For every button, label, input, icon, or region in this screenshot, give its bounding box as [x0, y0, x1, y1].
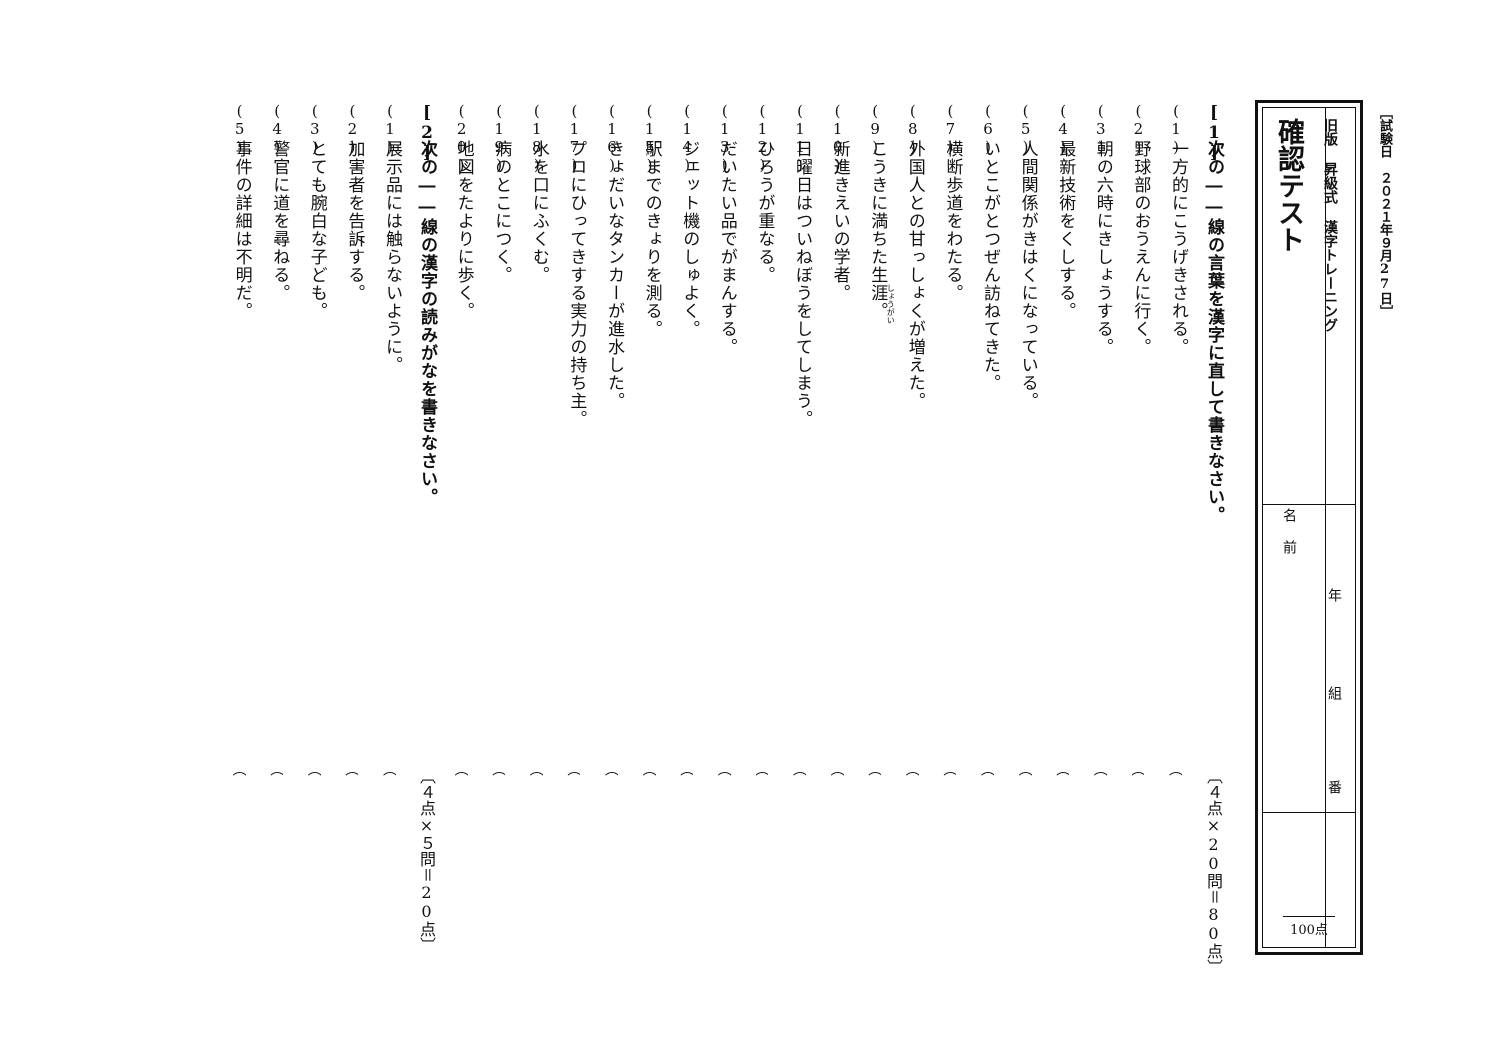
answer-blank[interactable]: （ ） [679, 762, 694, 944]
exam-date: ［試験日 ２０２１年９月27日］ [1377, 106, 1392, 318]
answer-blank[interactable]: （ ） [754, 762, 769, 944]
series-title: 旧版 昇級式 漢字トレーニング [1322, 118, 1338, 332]
question-text: 外国人との甘っしょくが増えた。 [904, 140, 925, 410]
question-number: (5) [1016, 102, 1035, 156]
section1-mark: [1] [1204, 103, 1224, 163]
section1-points: 〔４点×20問＝80点〕 [1204, 768, 1223, 975]
name-label-2: 前 [1281, 540, 1297, 554]
answer-blank[interactable]: （ ） [792, 762, 806, 944]
answer-blank[interactable]: （ ） [382, 762, 396, 944]
question-text: 日曜日はついねぼうをしてしまう。 [792, 140, 812, 428]
answer-blank[interactable]: （ ） [1168, 762, 1182, 944]
answer-blank[interactable]: （ ） [641, 762, 656, 944]
question-text: ひろうが重なる。 [754, 140, 775, 284]
answer-blank[interactable]: （ ） [344, 762, 359, 944]
question-number: (10) [828, 102, 847, 174]
question-text: 警官に道を尋ねる。 [269, 140, 290, 302]
section2-points: 〔４点×５問＝20点〕 [417, 768, 436, 953]
question-text: 地図をたよりに歩く。 [453, 140, 474, 320]
question-number: (12) [753, 102, 772, 174]
question-number: (11) [791, 102, 809, 174]
question-number: (13) [715, 102, 734, 174]
question-text: こうきに満ちた生涯。 [867, 140, 888, 320]
question-number: (1) [381, 102, 399, 156]
question-number: (3) [305, 102, 324, 156]
name-label: 名 [1281, 508, 1297, 522]
question-text: 駅までのきょりを測る。 [641, 140, 662, 338]
year-label: 年 [1326, 588, 1342, 602]
answer-blank[interactable]: （ ） [716, 762, 731, 944]
question-text: 事件の詳細は不明だ。 [231, 140, 252, 320]
question-number: (8) [903, 102, 922, 156]
question-text: ジェット機のしゅよく。 [679, 140, 700, 338]
question-number: (14) [678, 102, 697, 174]
question-text: 病のとこにつく。 [491, 140, 512, 284]
question-text: だいたい品でがまんする。 [716, 140, 737, 356]
question-number: (2) [343, 102, 362, 156]
question-text: 横断歩道をわたる。 [942, 140, 963, 302]
answer-blank[interactable]: （ ） [1017, 762, 1032, 944]
question-number: (15) [640, 102, 659, 174]
question-text: 展示品には触らないように。 [382, 140, 402, 374]
question-text: 新進きえいの学者。 [829, 140, 850, 302]
question-text: きょだいなタンカーが進水した。 [604, 140, 624, 410]
header-frame [1255, 100, 1363, 955]
question-text: とても腕白な子ども。 [306, 140, 327, 320]
question-number: (17) [565, 102, 584, 174]
question-text: 一方的にこうげきされる。 [1168, 140, 1188, 356]
answer-blank[interactable]: （ ） [453, 762, 468, 944]
question-text: 朝の六時にきしょうする。 [1092, 140, 1113, 356]
question-text: 野球部のおうえんに行く。 [1130, 140, 1151, 356]
answer-blank[interactable]: （ ） [306, 762, 321, 944]
section2-instruction: 次の――線の漢字の読みがなを書きなさい。 [417, 140, 437, 506]
section1-instruction: 次の――線の言葉を漢字に直して書きなさい。 [1204, 140, 1224, 524]
question-number: (18) [527, 102, 546, 174]
question-text: 最新技術をくしする。 [1055, 140, 1076, 320]
answer-blank[interactable]: （ ） [829, 762, 844, 944]
page-title: 確認テスト [1273, 118, 1304, 253]
number-label: 番 [1326, 780, 1342, 794]
answer-blank[interactable]: （ ） [269, 762, 284, 944]
question-number: (4) [1054, 102, 1073, 156]
question-text: プロにひってきする実力の持ち主。 [566, 140, 587, 428]
answer-blank[interactable]: （ ） [231, 762, 246, 944]
answer-blank[interactable]: （ ） [604, 762, 618, 944]
question-number: (16) [603, 102, 621, 174]
ruby-annotation: しょうがい [886, 284, 896, 324]
question-text: いとこがとつぜん訪ねてきた。 [980, 140, 1000, 392]
question-number: (6) [979, 102, 997, 156]
question-number: (7) [941, 102, 960, 156]
answer-blank[interactable]: （ ） [528, 762, 543, 944]
answer-blank[interactable]: （ ） [867, 762, 882, 944]
answer-blank[interactable]: （ ） [1130, 762, 1145, 944]
question-text: 加害者を告訴する。 [344, 140, 365, 302]
question-number: (5) [230, 102, 249, 156]
answer-blank[interactable]: （ ） [904, 762, 919, 944]
answer-blank[interactable]: （ ） [566, 762, 581, 944]
question-number: (4) [268, 102, 287, 156]
answer-blank[interactable]: （ ） [980, 762, 994, 944]
question-text: 水を口にふくむ。 [528, 140, 549, 284]
answer-blank[interactable]: （ ） [1055, 762, 1070, 944]
question-number: (1) [1167, 102, 1185, 156]
answer-blank[interactable]: （ ） [942, 762, 957, 944]
question-number: (2) [1129, 102, 1148, 156]
question-number: (19) [490, 102, 509, 174]
question-number: (20) [452, 102, 471, 174]
answer-blank[interactable]: （ ） [1092, 762, 1107, 944]
class-label: 組 [1326, 686, 1342, 700]
question-text: 人間関係がきはくになっている。 [1017, 140, 1038, 410]
section2-mark: [2] [417, 103, 437, 163]
question-number: (9) [866, 102, 885, 156]
answer-blank[interactable]: （ ） [491, 762, 506, 944]
question-number: (3) [1091, 102, 1110, 156]
total-score: 100点 [1283, 916, 1335, 938]
